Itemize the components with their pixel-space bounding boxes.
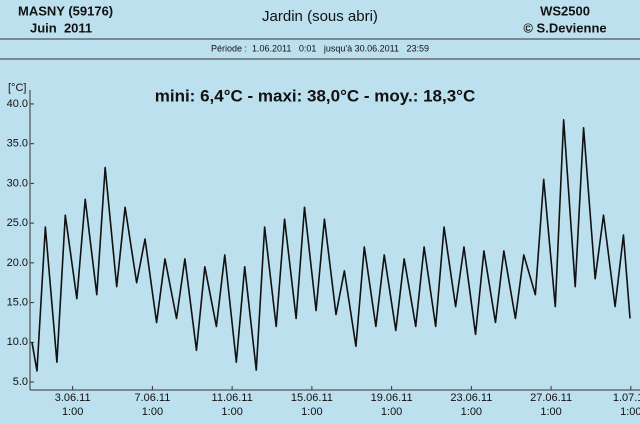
y-label: [°C] bbox=[8, 82, 26, 94]
x-tick-label: 11.06.11 1:00 bbox=[212, 392, 253, 418]
month: Juin 2011 bbox=[30, 20, 92, 35]
annotation: mini: 6,4°C - maxi: 38,0°C - moy.: 18,3°… bbox=[155, 86, 476, 105]
x-tick-label: 19.06.11 1:00 bbox=[371, 392, 413, 418]
x-tick-label: 27.06.11 1:00 bbox=[530, 392, 572, 418]
y-tick-label: 5.0 bbox=[13, 376, 28, 388]
y-tick-label: 25.0 bbox=[7, 217, 28, 229]
x-tick-label: 7.06.11 1:00 bbox=[134, 392, 170, 418]
y-tick-label: 15.0 bbox=[7, 297, 28, 309]
x-tick-label: 3.06.11 1:00 bbox=[55, 392, 91, 418]
x-tick-label: 1.07.111:00 bbox=[613, 392, 640, 418]
station: MASNY (59176) bbox=[18, 3, 113, 18]
x-tick-label: 15.06.11 1:00 bbox=[291, 392, 333, 418]
y-tick-label: 40.0 bbox=[7, 98, 28, 110]
period: Période : 1.06.2011 0:01 jusqu'à 30.06.2… bbox=[211, 43, 429, 53]
y-tick-label: 30.0 bbox=[7, 177, 28, 189]
temperature-line bbox=[31, 119, 631, 372]
x-tick-label: 23.06.11 1:00 bbox=[450, 392, 492, 418]
y-tick-label: 35.0 bbox=[7, 138, 28, 150]
title: Jardin (sous abri) bbox=[262, 8, 378, 25]
author: © S.Devienne bbox=[523, 20, 606, 35]
y-tick-label: 10.0 bbox=[7, 336, 28, 348]
y-tick-label: 20.0 bbox=[7, 257, 28, 269]
device: WS2500 bbox=[540, 3, 590, 18]
